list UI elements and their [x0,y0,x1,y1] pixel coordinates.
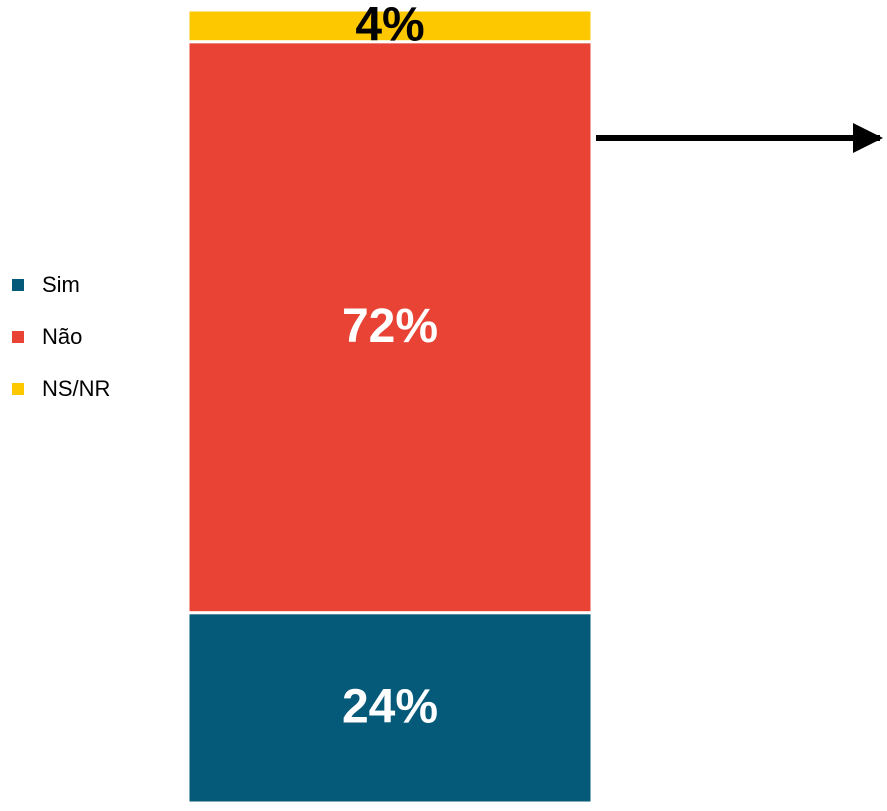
data-label: 4% [355,0,424,52]
legend-swatch [12,383,24,395]
legend-label: Não [42,324,82,349]
data-label: 72% [342,300,438,353]
legend-label: Sim [42,272,80,297]
legend-label: NS/NR [42,376,110,401]
chart: 24% 72% 4% Sim Não NS/NR [0,0,887,811]
legend-swatch [12,331,24,343]
legend-swatch [12,279,24,291]
data-label: 24% [342,681,438,734]
